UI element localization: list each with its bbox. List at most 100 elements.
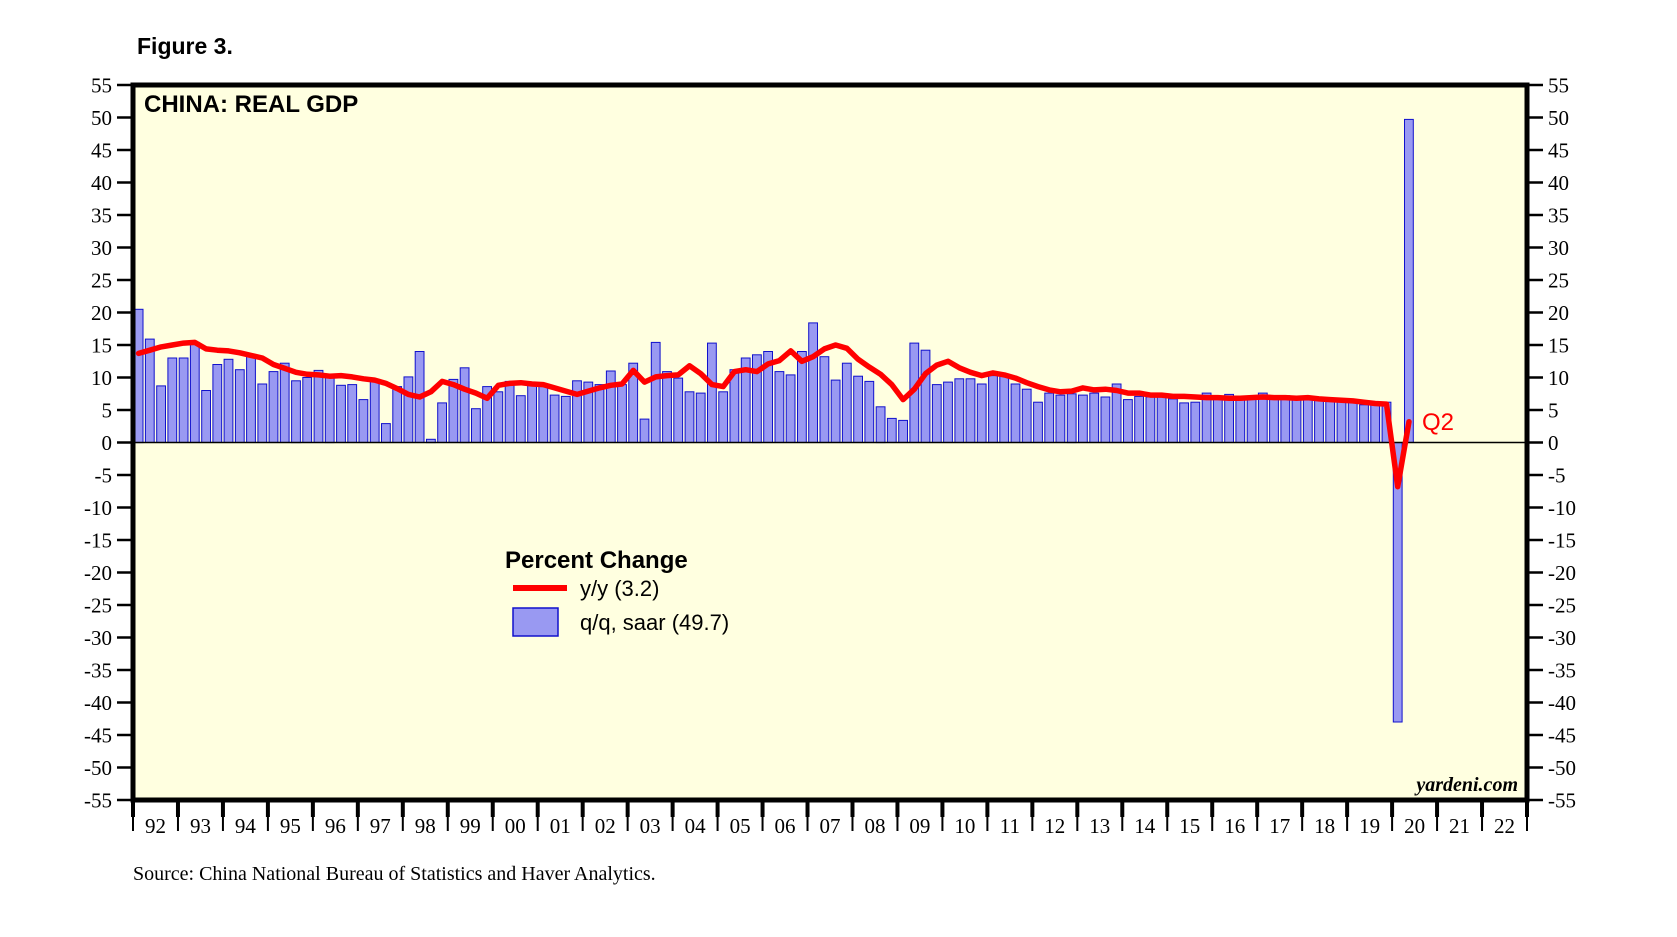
x-tick-label-15: 15: [1179, 814, 1200, 838]
watermark-yardeni: yardeni.com: [1414, 774, 1518, 796]
y-tick-label-left--40: -40: [84, 691, 112, 715]
x-tick-label-95: 95: [280, 814, 301, 838]
y-tick-label-right-0: 0: [1548, 431, 1559, 455]
bar-quarter-81: [1044, 392, 1055, 444]
x-tick-label-08: 08: [865, 814, 886, 838]
x-tick-label-98: 98: [415, 814, 436, 838]
bar-quarter-68: [898, 419, 909, 443]
x-tick-label-96: 96: [325, 814, 346, 838]
y-tick-label-left-20: 20: [91, 301, 112, 325]
bar-quarter-99: [1246, 396, 1257, 443]
bar-quarter-75: [976, 383, 987, 443]
y-tick-label-right-45: 45: [1548, 139, 1569, 163]
bar-quarter-94: [1190, 401, 1201, 444]
x-tick-label-94: 94: [235, 814, 257, 838]
x-tick-label-20: 20: [1404, 814, 1425, 838]
x-tick-label-10: 10: [954, 814, 975, 838]
bar-quarter-77: [999, 375, 1010, 444]
bar-quarter-50: [695, 392, 706, 444]
bar-quarter-59: [797, 351, 807, 443]
bar-quarter-38: [560, 395, 571, 443]
bar-quarter-67: [886, 417, 897, 443]
bar-quarter-93: [1179, 402, 1189, 443]
bar-quarter-8: [223, 358, 234, 443]
y-tick-label-right--15: -15: [1548, 529, 1576, 553]
bar-quarter-90: [1145, 396, 1156, 443]
y-tick-label-right--45: -45: [1548, 724, 1576, 748]
x-tick-label-22: 22: [1494, 814, 1515, 838]
x-tick-label-11: 11: [1000, 814, 1020, 838]
y-tick-label-left-40: 40: [91, 171, 112, 195]
bar-quarter-23: [392, 386, 403, 444]
x-axis-years: 92 93 94 95 96 97 98 99 00 01 02 03 04 05 06 07 08 09 10 11…: [131, 800, 1529, 838]
y-tick-label-right--20: -20: [1548, 561, 1576, 585]
bar-quarter-60: [808, 322, 819, 443]
y-tick-label-left--20: -20: [84, 561, 112, 585]
y-tick-label-right-35: 35: [1548, 204, 1569, 228]
y-tick-label-left-55: 55: [91, 74, 112, 98]
bar-quarter-49: [684, 391, 695, 443]
x-tick-label-17: 17: [1269, 814, 1290, 838]
y-tick-label-left--25: -25: [84, 594, 112, 618]
bar-quarter-37: [549, 394, 560, 444]
y-tick-label-right-20: 20: [1548, 301, 1569, 325]
y-tick-label-left--55: -55: [84, 789, 112, 813]
bar-quarter-96: [1212, 397, 1223, 443]
source-note: Source: China National Bureau of Statist…: [133, 863, 656, 885]
bar-quarter-19: [347, 384, 358, 444]
y-tick-label-right--5: -5: [1548, 464, 1566, 488]
bar-quarter-30: [471, 408, 481, 444]
bar-quarter-42: [605, 370, 616, 443]
y-tick-label-left-15: 15: [91, 334, 112, 358]
y-tick-label-left-0: 0: [102, 431, 113, 455]
y-tick-label-right-25: 25: [1548, 269, 1569, 293]
bar-quarter-110: [1370, 403, 1381, 443]
bar-quarter-34: [515, 395, 526, 444]
bar-quarter-106: [1325, 399, 1336, 444]
bar-quarter-12: [268, 371, 279, 444]
bar-quarter-100: [1257, 392, 1268, 444]
bar-quarter-98: [1235, 398, 1246, 443]
y-tick-label-left--10: -10: [84, 496, 112, 520]
bar-quarter-82: [1055, 394, 1066, 444]
bar-quarter-78: [1010, 383, 1021, 443]
bar-quarter-61: [819, 356, 830, 444]
bar-quarter-1: [144, 338, 155, 444]
y-tick-label-left-10: 10: [91, 366, 112, 390]
bar-quarter-10: [246, 356, 256, 444]
bar-quarter-89: [1134, 395, 1144, 443]
bar-quarter-62: [830, 379, 841, 444]
y-tick-label-right-5: 5: [1548, 399, 1559, 423]
x-tick-label-07: 07: [820, 814, 841, 838]
bar-quarter-57: [774, 371, 785, 444]
y-tick-label-left-25: 25: [91, 269, 112, 293]
bar-quarter-13: [279, 362, 290, 444]
bar-quarter-9: [234, 369, 245, 444]
bar-quarter-15: [302, 377, 313, 443]
bar-quarter-28: [448, 378, 459, 443]
y-tick-label-right-10: 10: [1548, 366, 1569, 390]
legend-bar-label: q/q, saar (49.7): [580, 610, 729, 635]
bar-quarter-107: [1336, 401, 1347, 444]
y-tick-label-left-45: 45: [91, 139, 112, 163]
y-tick-label-right-55: 55: [1548, 74, 1569, 98]
x-tick-label-13: 13: [1089, 814, 1110, 838]
x-tick-label-03: 03: [640, 814, 661, 838]
bar-quarter-88: [1123, 399, 1133, 444]
y-tick-label-right--35: -35: [1548, 659, 1576, 683]
bar-quarter-52: [718, 391, 729, 443]
y-tick-label-right--25: -25: [1548, 594, 1576, 618]
bar-quarter-83: [1066, 393, 1077, 444]
y-tick-label-left--50: -50: [84, 756, 112, 780]
x-tick-label-12: 12: [1044, 814, 1065, 838]
y-axis-right: 5550454035302520151050-5-10-15-20-25-30-…: [1527, 74, 1576, 813]
y-tick-label-left--30: -30: [84, 626, 112, 650]
bar-quarter-80: [1033, 401, 1043, 444]
x-tick-label-16: 16: [1224, 814, 1245, 838]
bar-quarter-33: [504, 380, 515, 443]
bar-quarter-14: [291, 380, 301, 444]
bar-quarter-51: [707, 342, 717, 444]
x-tick-label-00: 00: [505, 814, 526, 838]
bar-quarter-65: [864, 380, 875, 443]
y-tick-label-right--40: -40: [1548, 691, 1576, 715]
